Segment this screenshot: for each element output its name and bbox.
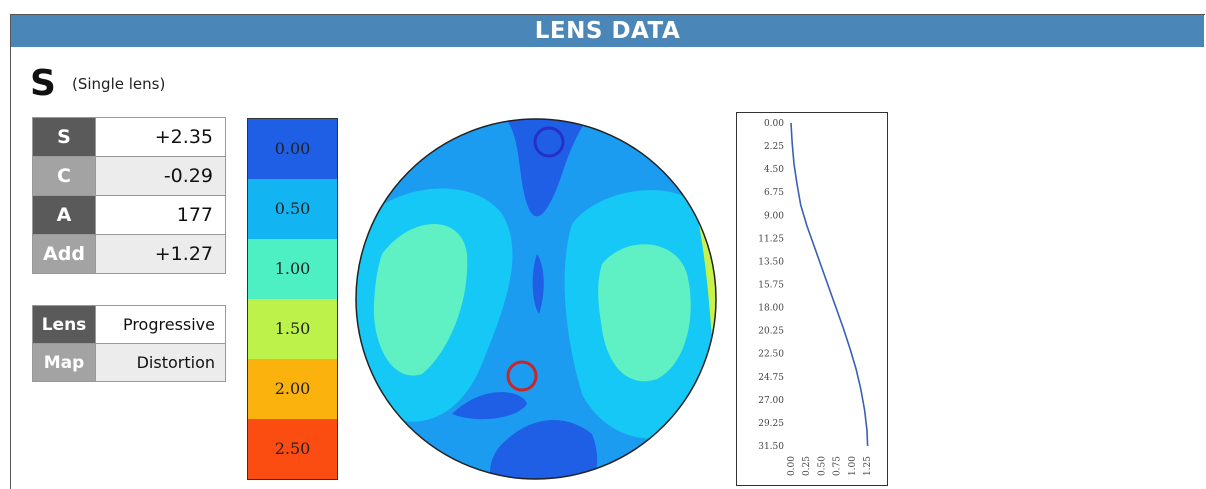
- y-tick-label: 29.25: [758, 419, 784, 429]
- lens-value: Progressive: [95, 305, 226, 344]
- prescription-row-cylinder: C -0.29: [32, 156, 226, 196]
- sphere-value: +2.35: [95, 117, 226, 157]
- x-tick-label: 0.00: [787, 456, 797, 476]
- lens-label: Lens: [32, 305, 96, 344]
- y-tick-label: 24.75: [758, 373, 784, 383]
- axis-value: 177: [95, 195, 226, 235]
- y-tick-label: 2.25: [764, 142, 784, 152]
- legend-level-5: 2.50: [248, 419, 337, 479]
- y-tick-label: 27.00: [758, 396, 784, 406]
- cylinder-value: -0.29: [95, 156, 226, 196]
- y-tick-label: 31.50: [758, 442, 784, 452]
- y-tick-label: 18.00: [758, 304, 784, 314]
- y-tick-label: 11.25: [758, 234, 784, 244]
- prescription-row-axis: A 177: [32, 195, 226, 235]
- map-label: Map: [32, 343, 96, 382]
- lens-type-description: (Single lens): [72, 75, 166, 93]
- x-tick-label: 0.25: [802, 456, 812, 476]
- legend-level-1: 0.50: [248, 179, 337, 239]
- power-profile-plot: 0.00 2.25 4.50 6.75 9.00 11.25 13.50 15.75 18.00…: [758, 119, 873, 476]
- y-tick-label: 4.50: [764, 165, 784, 175]
- lens-type-letter: S: [30, 63, 56, 104]
- map-right-peak: [598, 244, 691, 382]
- y-tick-label: 20.25: [758, 327, 784, 337]
- panel-frame: [10, 14, 1205, 489]
- y-tick-label: 6.75: [764, 188, 784, 198]
- distance-reference-circle: [533, 126, 565, 158]
- lens-outline: [355, 118, 717, 480]
- map-center-spot: [532, 254, 544, 314]
- x-tick-label: 0.75: [833, 456, 843, 476]
- y-tick-label: 9.00: [764, 211, 784, 221]
- legend-level-0: 0.00: [248, 119, 337, 179]
- near-reference-circle: [506, 360, 538, 392]
- legend-level-3: 1.50: [248, 299, 337, 359]
- color-scale-legend: 0.00 0.50 1.00 1.50 2.00 2.50: [247, 118, 338, 480]
- sphere-label: S: [32, 117, 96, 157]
- x-tick-label: 0.50: [817, 456, 827, 476]
- map-value: Distortion: [95, 343, 226, 382]
- info-row-map: Map Distortion: [32, 343, 226, 382]
- power-profile-chart: 0.00 2.25 4.50 6.75 9.00 11.25 13.50 15.75 18.00…: [736, 112, 888, 486]
- cylinder-label: C: [32, 156, 96, 196]
- legend-level-4: 2.00: [248, 359, 337, 419]
- y-tick-label: 0.00: [764, 119, 784, 129]
- lens-info-table: Lens Progressive Map Distortion: [32, 305, 226, 382]
- prescription-row-sphere: S +2.35: [32, 117, 226, 157]
- x-tick-label: 1.25: [863, 456, 873, 476]
- map-bottom-channel: [490, 420, 598, 479]
- x-tick-label: 1.00: [848, 456, 858, 476]
- axis-label: A: [32, 195, 96, 235]
- map-top-channel: [502, 119, 592, 217]
- prescription-row-add: Add +1.27: [32, 234, 226, 274]
- y-tick-label: 13.50: [758, 257, 784, 267]
- info-row-lens: Lens Progressive: [32, 305, 226, 344]
- map-edge-zone: [697, 214, 716, 364]
- distortion-map: [355, 118, 717, 480]
- map-left-peak: [373, 224, 468, 376]
- map-lower-left-spot: [452, 392, 527, 420]
- add-label: Add: [32, 234, 96, 274]
- y-tick-label: 15.75: [758, 281, 784, 291]
- power-profile-line: [790, 122, 869, 447]
- add-value: +1.27: [95, 234, 226, 274]
- panel-title: LENS DATA: [11, 15, 1204, 47]
- legend-level-2: 1.00: [248, 239, 337, 299]
- prescription-table: S +2.35 C -0.29 A 177 Add +1.27: [32, 117, 226, 274]
- y-tick-label: 22.50: [758, 350, 784, 360]
